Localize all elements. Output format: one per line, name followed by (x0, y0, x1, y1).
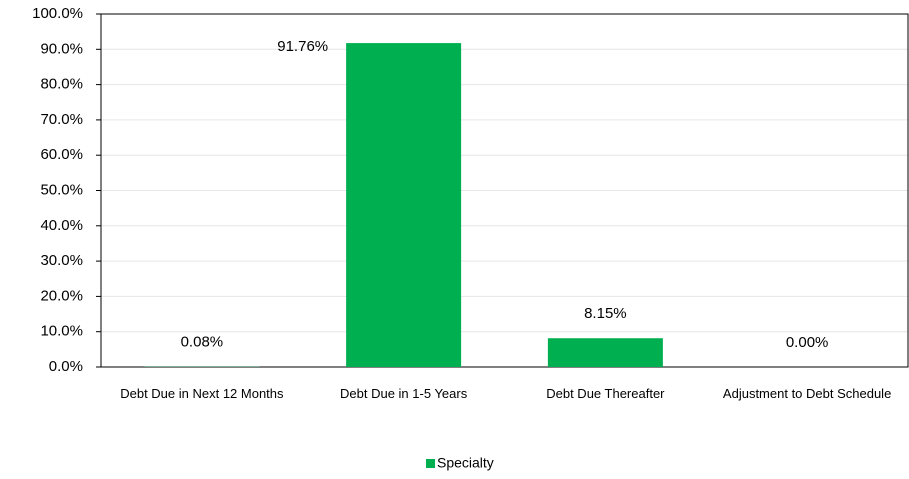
legend-label: Specialty (437, 455, 494, 471)
y-tick-label: 90.0% (40, 40, 83, 57)
y-tick-label: 60.0% (40, 146, 83, 163)
data-label: 91.76% (277, 38, 328, 55)
x-tick-label: Debt Due in Next 12 Months (120, 386, 284, 401)
data-label: 8.15% (584, 305, 627, 322)
x-tick-label: Debt Due Thereafter (546, 386, 665, 401)
x-tick-label: Debt Due in 1-5 Years (340, 386, 468, 401)
y-tick-label: 0.0% (49, 358, 83, 375)
data-label: 0.08% (181, 334, 224, 351)
y-tick-label: 100.0% (32, 5, 83, 22)
y-tick-label: 80.0% (40, 76, 83, 93)
y-tick-label: 10.0% (40, 323, 83, 340)
legend-swatch (426, 459, 435, 468)
data-label: 0.00% (786, 334, 829, 351)
y-tick-label: 30.0% (40, 252, 83, 269)
y-tick-label: 50.0% (40, 181, 83, 198)
y-tick-label: 40.0% (40, 217, 83, 234)
plot-border (100, 13, 909, 368)
bar (346, 43, 462, 368)
bar (547, 338, 663, 367)
x-tick-label: Adjustment to Debt Schedule (722, 386, 892, 401)
y-tick-label: 70.0% (40, 111, 83, 128)
y-tick-label: 20.0% (40, 287, 83, 304)
